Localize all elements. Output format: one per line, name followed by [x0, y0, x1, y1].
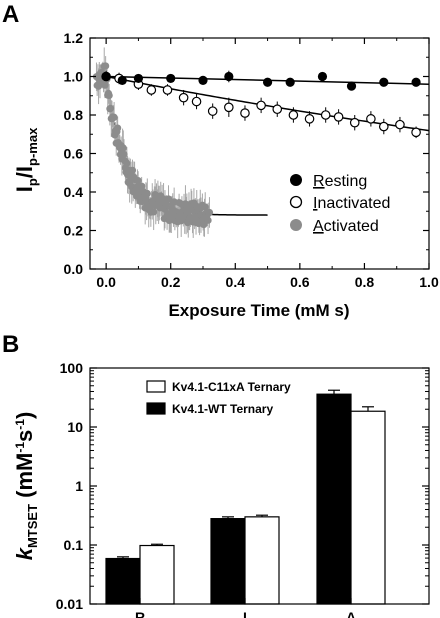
activated-point: [162, 201, 170, 209]
panel-b-y-tick-label: 0.01: [56, 596, 83, 612]
activated-point: [134, 176, 142, 185]
resting-point: [317, 71, 328, 82]
inactivated-point: [411, 127, 421, 138]
activated-point: [106, 104, 115, 112]
inactivated-point: [178, 92, 189, 103]
legend-swatch-wt: [146, 402, 166, 415]
panel-b-label: B: [2, 331, 19, 358]
panel-b-y-tick-label: 100: [60, 360, 84, 376]
inactivated-point: [191, 96, 202, 107]
activated-point: [110, 113, 118, 121]
legend-swatch-c11xa: [146, 380, 166, 393]
panel-b-y-tick-label: 1: [75, 478, 83, 494]
panel-a-y-tick-label: 0.6: [64, 146, 84, 162]
panel-a-x-tick-label: 0.4: [226, 274, 246, 290]
panel-a-x-tick-label: 0.0: [96, 274, 116, 290]
panel-a-label: A: [2, 1, 19, 28]
resting-point: [101, 71, 111, 82]
panel-a-y-tick-label: 0.0: [64, 261, 84, 277]
resting-point: [166, 73, 176, 84]
bar-c11xa: [139, 544, 175, 605]
inactivated-point: [224, 102, 234, 113]
panel-a-x-axis-label: Exposure Time (mM s): [168, 301, 349, 320]
activated-point: [128, 166, 137, 174]
resting-point: [117, 75, 127, 85]
inactivated-point: [304, 114, 315, 124]
panel-a-chart: 0.0 0.2 0.4 0.6 0.8 1.0 0.0 0.2 0.4 0.6 0.8 1.0 1.2: [64, 30, 439, 290]
inactivated-point: [349, 117, 360, 128]
legend-label-wt: Kv4.1-WT Ternary: [172, 402, 273, 416]
resting-point: [133, 73, 144, 84]
resting-point: [198, 75, 208, 85]
activated-point: [120, 150, 128, 158]
inactivated-point: [333, 112, 344, 122]
activated-point: [123, 159, 131, 167]
bar-c11xa: [244, 516, 280, 605]
panel-b-category-label: R: [135, 609, 145, 618]
activated-point: [205, 208, 214, 217]
panel-a-y-tick-label: 1.2: [64, 30, 84, 46]
panel-a-x-tick-label: 0.8: [355, 274, 375, 290]
legend-marker-activated: [290, 219, 302, 231]
panel-a-y-tick-label: 0.4: [64, 184, 84, 200]
inactivated-point: [320, 110, 331, 120]
panel-b-category-label: A: [346, 609, 356, 618]
panel-a-y-tick-label: 0.8: [64, 107, 84, 123]
panel-a-legend: Resting Inactivated Activated: [289, 173, 390, 235]
inactivated-point: [272, 104, 283, 115]
resting-point: [262, 77, 273, 87]
panel-b-chart: 0.01 0.1 1 10 100 R I A: [56, 360, 430, 618]
panel-b-y-tick-label: 0.1: [64, 537, 84, 553]
activated-point: [143, 189, 151, 198]
legend-label-c11xa: Kv4.1-C11xA Ternary: [172, 380, 291, 394]
resting-point: [285, 77, 295, 87]
inactivated-fit-line: [105, 75, 430, 132]
inactivated-point: [288, 110, 299, 120]
legend-marker-resting: [290, 174, 302, 186]
panel-a-x-tick-label: 0.2: [161, 274, 181, 290]
resting-point: [224, 71, 234, 82]
panel-a-x-tick-label: 0.6: [290, 274, 310, 290]
activated-point: [114, 124, 122, 132]
resting-point: [411, 77, 421, 87]
resting-point: [379, 77, 389, 87]
inactivated-point: [378, 121, 389, 132]
panel-a-y-tick-label: 0.2: [64, 223, 84, 239]
inactivated-point: [207, 106, 218, 116]
activated-point: [204, 216, 212, 224]
legend-label-inactivated: Inactivated: [313, 195, 390, 212]
inactivated-point: [146, 85, 157, 95]
activated-point: [101, 81, 109, 89]
activated-point: [150, 208, 158, 216]
inactivated-point: [240, 108, 250, 118]
inactivated-point: [256, 100, 266, 111]
bar-wt: [316, 393, 352, 605]
panel-b-category-label: I: [243, 609, 247, 618]
resting-point: [346, 81, 357, 91]
inactivated-point: [162, 85, 173, 95]
bar-wt: [105, 557, 141, 605]
inactivated-point: [366, 114, 376, 124]
activated-point: [119, 144, 127, 152]
panel-b-y-axis-label: kMTSET (mM-1s-1): [12, 412, 40, 561]
panel-a-x-tick-label: 1.0: [419, 274, 439, 290]
panel-b-y-tick-label: 10: [67, 419, 83, 435]
activated-point: [105, 91, 113, 100]
panel-a-y-tick-label: 1.0: [64, 69, 84, 85]
bar-wt: [210, 518, 246, 605]
bar-c11xa: [350, 410, 386, 605]
inactivated-point: [395, 119, 405, 130]
panel-a-y-axis-label: Ip/Ip-max: [12, 127, 40, 192]
legend-label-activated: Activated: [313, 218, 379, 235]
legend-marker-inactivated: [289, 195, 303, 209]
panel-b-legend: Kv4.1-C11xA Ternary Kv4.1-WT Ternary: [146, 380, 291, 416]
activated-point: [138, 182, 146, 190]
activated-point: [201, 203, 209, 211]
activated-point: [102, 62, 110, 70]
legend-label-resting: Resting: [313, 173, 367, 190]
